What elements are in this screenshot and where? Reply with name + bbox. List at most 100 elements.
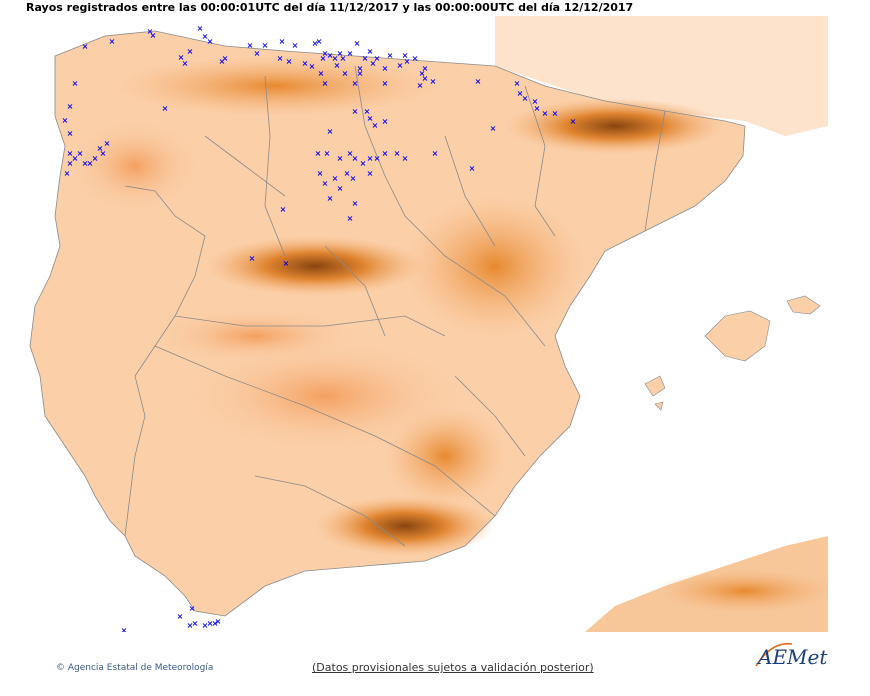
- lightning-strike-marker: ×: [367, 114, 374, 123]
- lightning-strike-marker: ×: [352, 199, 359, 208]
- lightning-strike-marker: ×: [332, 174, 339, 183]
- disclaimer-link[interactable]: (Datos provisionales sujetos a validació…: [312, 661, 594, 674]
- cantabrian-relief: [115, 56, 435, 116]
- lightning-strike-marker: ×: [532, 97, 539, 106]
- lightning-strike-marker: ×: [286, 57, 293, 66]
- lightning-strike-marker: ×: [347, 214, 354, 223]
- menorca-island: [786, 295, 821, 315]
- lightning-strike-marker: ×: [121, 626, 128, 632]
- formentera-island: [654, 401, 664, 411]
- lightning-strike-marker: ×: [64, 169, 71, 178]
- lightning-strike-marker: ×: [316, 37, 323, 46]
- lightning-strike-marker: ×: [77, 149, 84, 158]
- lightning-strike-marker: ×: [189, 604, 196, 613]
- lightning-strike-marker: ×: [327, 127, 334, 136]
- lightning-strike-marker: ×: [324, 149, 331, 158]
- meseta-relief: [175, 336, 475, 456]
- lightning-strike-marker: ×: [374, 154, 381, 163]
- lightning-strike-marker: ×: [104, 139, 111, 148]
- galicia-relief: [65, 116, 205, 216]
- lightning-strike-marker: ×: [352, 154, 359, 163]
- lightning-strike-marker: ×: [82, 42, 89, 51]
- logo-wordmark: AEMet: [756, 645, 828, 669]
- lightning-strike-marker: ×: [72, 79, 79, 88]
- lightning-strike-marker: ×: [350, 174, 357, 183]
- lightning-strike-marker: ×: [254, 49, 261, 58]
- lightning-strike-marker: ×: [367, 154, 374, 163]
- sierra-nevada-relief: [315, 496, 495, 556]
- lightning-strike-marker: ×: [367, 47, 374, 56]
- lightning-strike-marker: ×: [534, 104, 541, 113]
- france-land: [495, 16, 828, 136]
- lightning-strike-marker: ×: [302, 59, 309, 68]
- lightning-strike-marker: ×: [249, 254, 256, 263]
- lightning-strike-marker: ×: [322, 79, 329, 88]
- lightning-strike-marker: ×: [542, 109, 549, 118]
- lightning-strike-marker: ×: [277, 54, 284, 63]
- lightning-strike-marker: ×: [402, 51, 409, 60]
- lightning-strike-marker: ×: [382, 64, 389, 73]
- lightning-strike-marker: ×: [404, 57, 411, 66]
- lightning-strike-marker: ×: [430, 77, 437, 86]
- lightning-strike-marker: ×: [62, 116, 69, 125]
- agency-footer[interactable]: © Agencia Estatal de Meteorología: [56, 663, 213, 673]
- lightning-strike-marker: ×: [72, 154, 79, 163]
- lightning-strike-marker: ×: [315, 149, 322, 158]
- copyright-icon: ©: [56, 663, 65, 673]
- lightning-strike-marker: ×: [490, 124, 497, 133]
- lightning-strike-marker: ×: [332, 54, 339, 63]
- lightning-map[interactable]: × × × × × × × × × × × × × × × × × × × × × × × × × × × × × × × × × × × × × × × ×…: [25, 16, 828, 632]
- lightning-strike-marker: ×: [280, 205, 287, 214]
- lightning-strike-marker: ×: [67, 102, 74, 111]
- lightning-strike-marker: ×: [552, 109, 559, 118]
- lightning-strike-marker: ×: [382, 117, 389, 126]
- lightning-strike-marker: ×: [82, 159, 89, 168]
- lightning-strike-marker: ×: [522, 94, 529, 103]
- lightning-strike-marker: ×: [344, 169, 351, 178]
- lightning-strike-marker: ×: [514, 79, 521, 88]
- lightning-strike-marker: ×: [374, 54, 381, 63]
- lightning-strike-marker: ×: [178, 53, 185, 62]
- lightning-strike-marker: ×: [317, 169, 324, 178]
- lightning-strike-marker: ×: [475, 77, 482, 86]
- lightning-strike-marker: ×: [382, 149, 389, 158]
- lightning-strike-marker: ×: [517, 89, 524, 98]
- aemet-logo[interactable]: AEMet: [752, 636, 832, 676]
- lightning-strike-marker: ×: [422, 74, 429, 83]
- lightning-strike-marker: ×: [247, 41, 254, 50]
- central-system-relief: [205, 236, 425, 296]
- lightning-strike-marker: ×: [215, 617, 222, 626]
- lightning-strike-marker: ×: [222, 54, 229, 63]
- lightning-strike-marker: ×: [370, 59, 377, 68]
- mallorca-island: [704, 310, 771, 362]
- lightning-strike-marker: ×: [340, 54, 347, 63]
- lightning-strike-marker: ×: [219, 57, 226, 66]
- lightning-strike-marker: ×: [337, 184, 344, 193]
- lightning-strike-marker: ×: [182, 59, 189, 68]
- lightning-strike-marker: ×: [67, 129, 74, 138]
- iberia-land: [30, 31, 745, 616]
- lightning-strike-marker: ×: [109, 37, 116, 46]
- lightning-strike-marker: ×: [367, 169, 374, 178]
- lightning-strike-marker: ×: [352, 107, 359, 116]
- lightning-strike-marker: ×: [318, 69, 325, 78]
- lightning-strike-marker: ×: [279, 37, 286, 46]
- lightning-strike-marker: ×: [372, 121, 379, 130]
- iberian-system-relief: [405, 196, 585, 336]
- lightning-strike-marker: ×: [322, 49, 329, 58]
- lightning-strike-marker: ×: [327, 194, 334, 203]
- lightning-strike-marker: ×: [100, 149, 107, 158]
- lightning-strike-marker: ×: [197, 24, 204, 33]
- lightning-strike-marker: ×: [312, 39, 319, 48]
- lightning-strike-marker: ×: [402, 154, 409, 163]
- lightning-strike-marker: ×: [394, 149, 401, 158]
- lightning-strike-marker: ×: [357, 64, 364, 73]
- lightning-strike-marker: ×: [292, 41, 299, 50]
- lightning-strike-marker: ×: [354, 39, 361, 48]
- province-borders: [29, 30, 746, 617]
- lightning-strike-marker: ×: [417, 81, 424, 90]
- lightning-strike-marker: ×: [147, 27, 154, 36]
- lightning-strike-marker: ×: [364, 107, 371, 116]
- lightning-strike-marker: ×: [419, 69, 426, 78]
- lightning-strike-marker: ×: [347, 49, 354, 58]
